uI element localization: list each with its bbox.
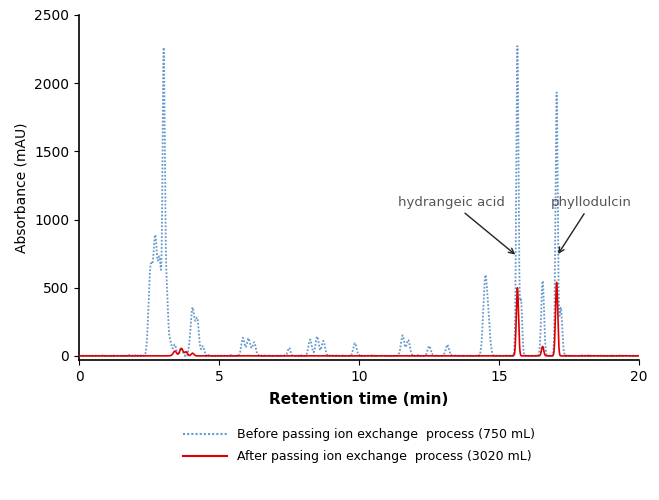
Y-axis label: Absorbance (mAU): Absorbance (mAU) <box>14 122 29 253</box>
X-axis label: Retention time (min): Retention time (min) <box>270 392 449 407</box>
Legend: Before passing ion exchange  process (750 mL), After passing ion exchange  proce: Before passing ion exchange process (750… <box>183 428 535 463</box>
Text: phyllodulcin: phyllodulcin <box>551 196 632 252</box>
Text: hydrangeic acid: hydrangeic acid <box>398 196 514 254</box>
